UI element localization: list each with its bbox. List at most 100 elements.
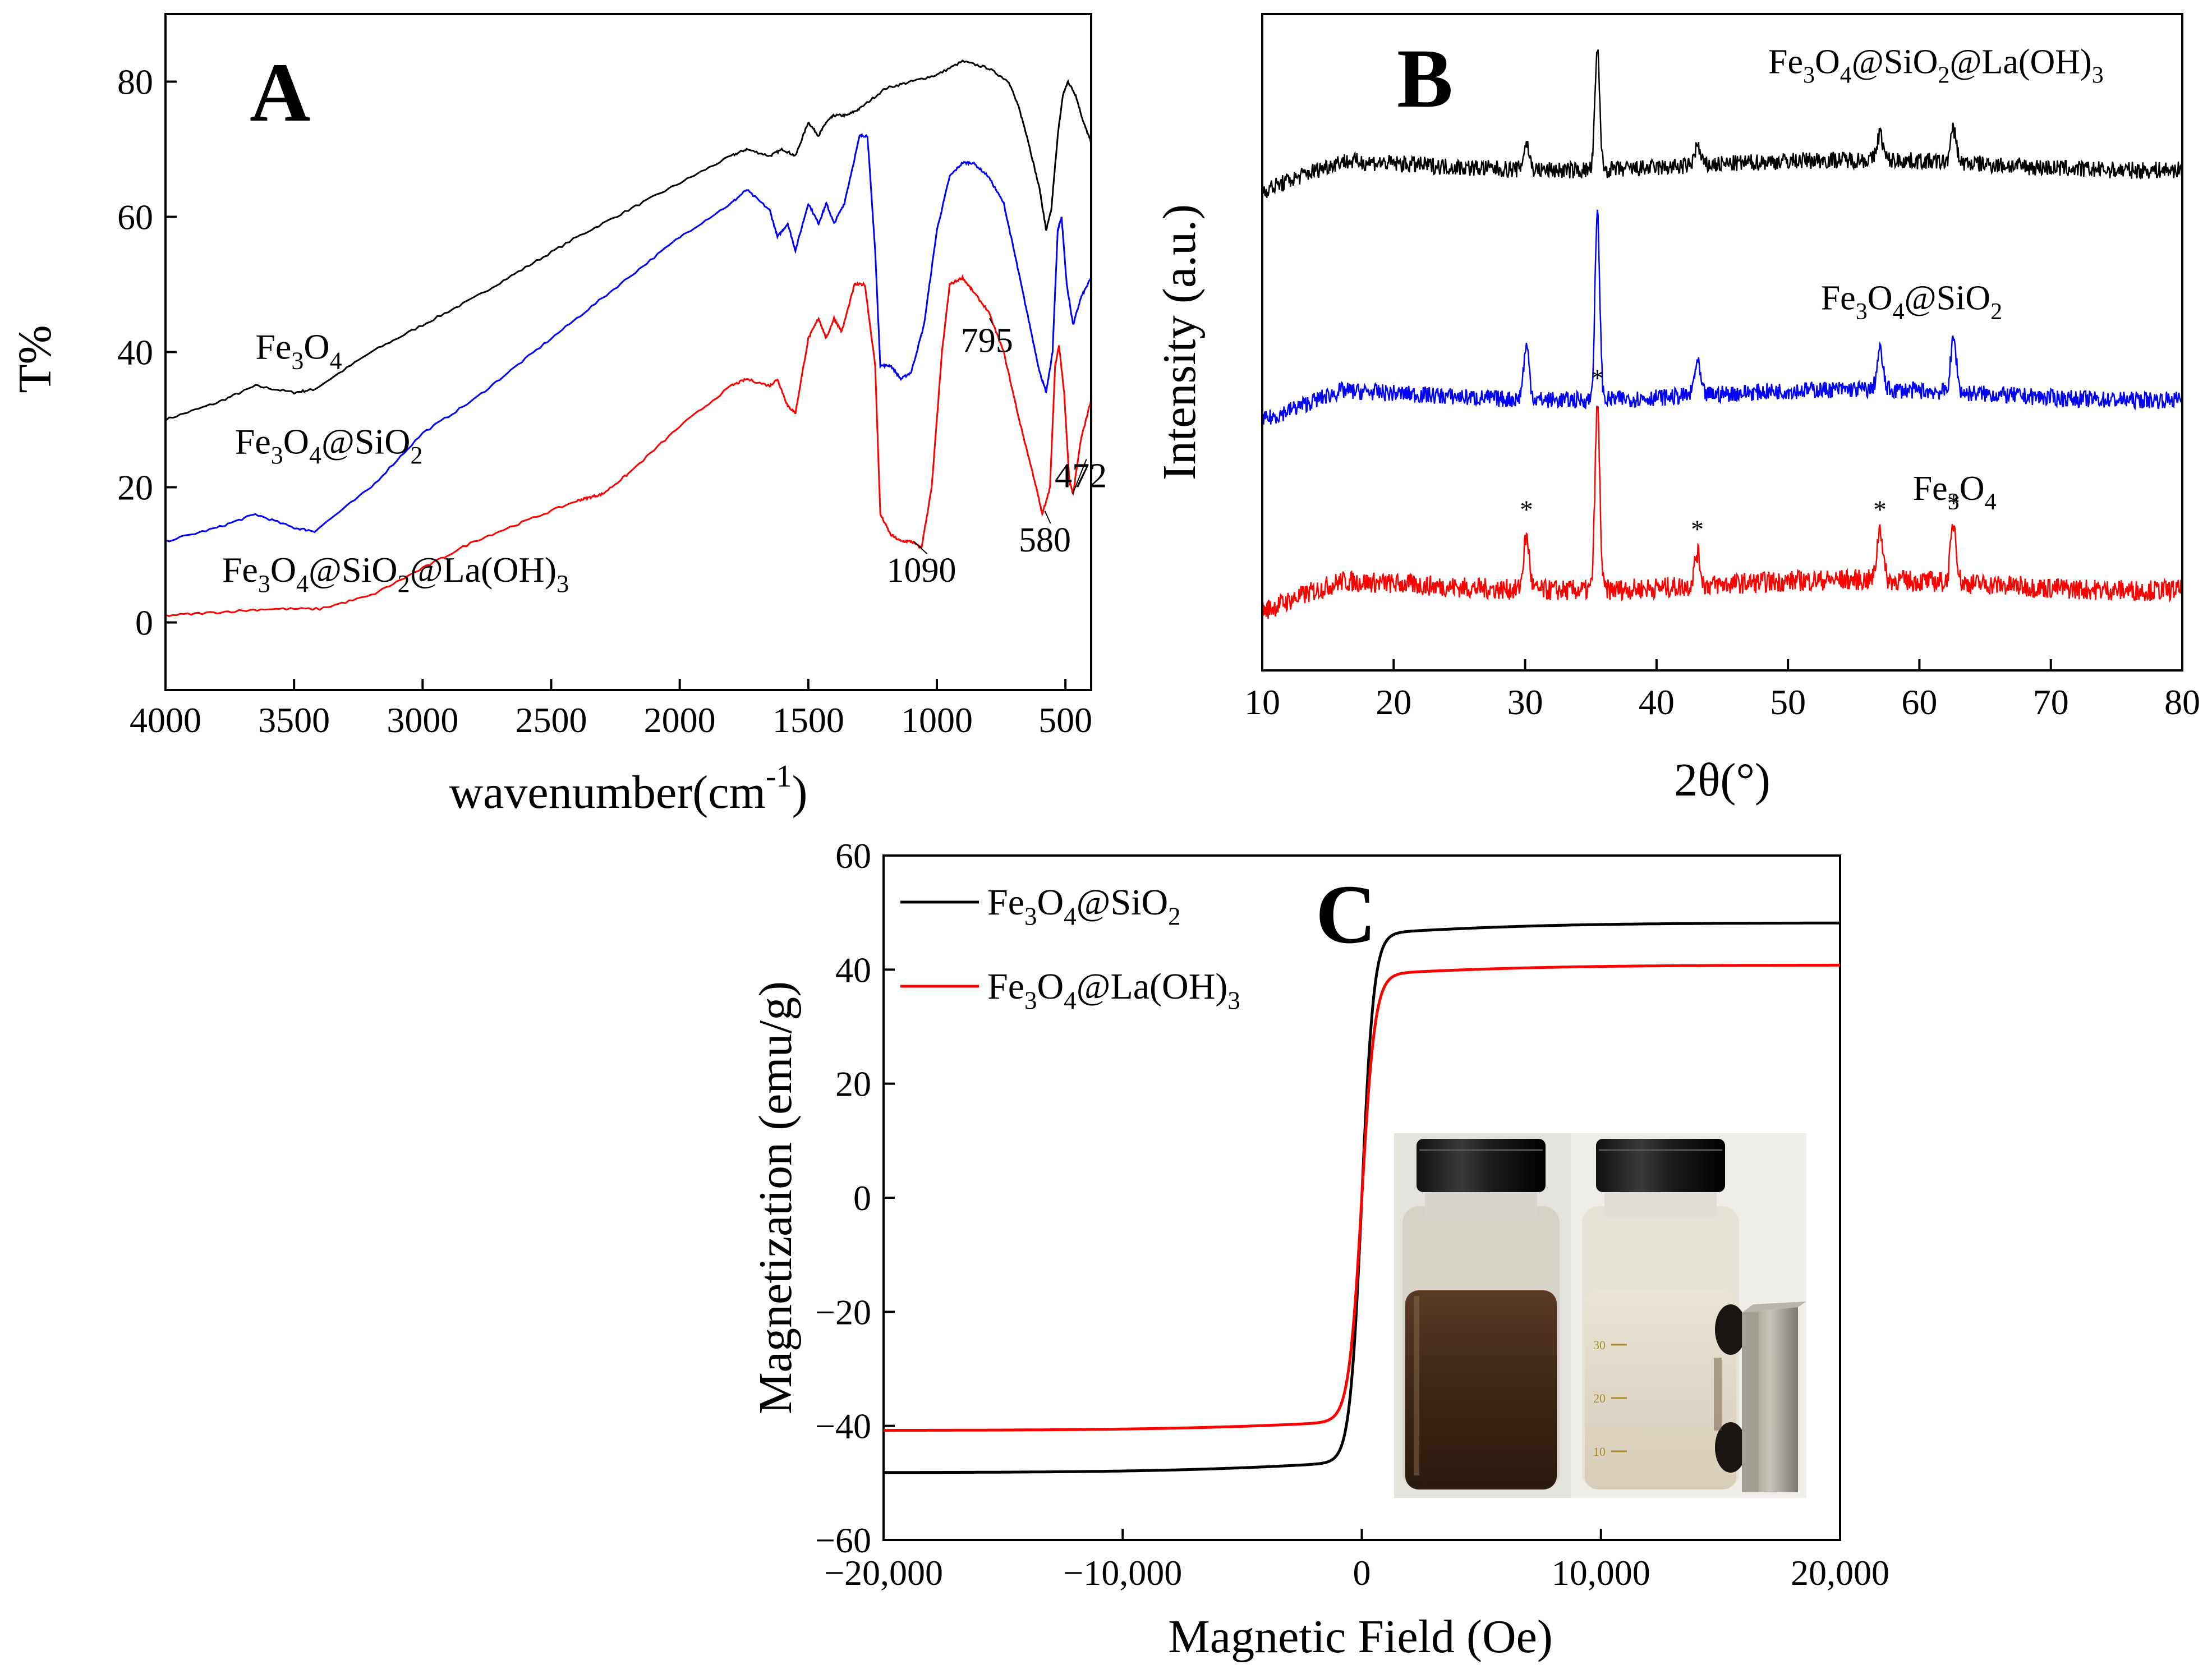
panel-b-x-tick-label: 80 (2164, 682, 2200, 722)
panel-b-x-tick-label: 30 (1507, 682, 1543, 722)
panel-b-series-label-1: Fe3O4@SiO2 (1821, 279, 2002, 325)
panel-c-y-tick-label: 60 (835, 836, 871, 876)
panel-c-x-tick-label: 20,000 (1791, 1553, 1889, 1593)
panel-c-legend-label-0-part: 4 (1064, 902, 1077, 930)
panel-b-peak-markers: * * * * * (1520, 364, 1960, 544)
panel-b-series-label-2-part: 3 (2092, 63, 2104, 89)
panel-b-series-label-0-part: 4 (1984, 489, 1996, 515)
panel-a-series-label-1-part: @SiO (321, 421, 411, 461)
panel-c-legend-label-0-part: @SiO (1077, 882, 1169, 923)
panel-a-x-tick-label: 1000 (901, 700, 973, 740)
panel-a-series-label-2-part: 2 (398, 570, 410, 597)
panel-a-y-tick-label: 80 (117, 62, 153, 102)
panel-c-legend-label-0: Fe3O4@SiO2 (987, 882, 1181, 930)
panel-b-x-tick-label: 20 (1376, 682, 1411, 722)
panel-b-frame (1261, 13, 2183, 672)
panel-b-series-label-2-part: 2 (1938, 63, 1949, 89)
panel-b-series-line-1 (1261, 209, 2183, 425)
panel-c-series-group (884, 921, 1840, 1474)
panel-c-ticks: −20,000 −10,000 0 10,000 20,000 −60 −40 −20 0 20 4… (815, 836, 1889, 1593)
panel-c-y-tick-label: 20 (835, 1064, 871, 1104)
panel-b-x-tick-label: 60 (1901, 682, 1937, 722)
panel-c-legend-label-1: Fe3O4@La(OH)3 (987, 966, 1240, 1014)
inset-photo-vials: 30 20 10 (1394, 1133, 1806, 1498)
panel-b-series-label-1-part: O (1868, 279, 1893, 318)
panel-c-legend-label-1-part: Fe (987, 966, 1024, 1007)
panel-c-x-axis-label: Magnetic Field (Oe) (1168, 1611, 1553, 1663)
panel-a-y-tick-label: 20 (117, 468, 153, 508)
vial-scale-number: 30 (1593, 1338, 1606, 1352)
panel-a-annotation-1: 795 (961, 322, 1013, 360)
panel-b-series-label-1-part: @SiO (1904, 279, 1990, 318)
panel-b-x-tick-label: 70 (2033, 682, 2069, 722)
panel-c-x-tick-label: −10,000 (1063, 1553, 1182, 1593)
panel-a-annotation-3: 472 (1055, 457, 1107, 495)
panel-a-x-tick-label: 3000 (387, 700, 458, 740)
panel-b-series-label-1-part: 2 (1990, 299, 2002, 325)
panel-c-legend-label-1-part: 3 (1024, 986, 1037, 1014)
panel-a-series-label-0-part: Fe (255, 327, 291, 367)
panel-a-x-tick-label: 4000 (130, 700, 201, 740)
panel-a-x-tick-label: 1500 (772, 700, 844, 740)
panel-b-series-line-0 (1261, 406, 2183, 619)
panel-c-legend-label-0-part: 3 (1024, 902, 1037, 930)
panel-c-series-line-1 (884, 963, 1840, 1432)
panel-a-y-tick-label: 60 (117, 197, 153, 237)
panel-c-x-tick-label: 0 (1353, 1553, 1371, 1593)
panel-b-xrd-chart: 10 20 30 40 50 60 70 80 Fe3O4Fe3O4@SiO2Fe3O4@Si… (1153, 13, 2200, 806)
panel-a-x-tick-label: 3500 (258, 700, 330, 740)
panel-a-x-tick-label: 500 (1038, 700, 1092, 740)
panel-b-series-label-2-part: Fe (1768, 43, 1803, 81)
panel-c-y-tick-label: −60 (815, 1520, 871, 1560)
panel-b-x-tick-label: 40 (1639, 682, 1675, 722)
panel-c-y-tick-label: −40 (815, 1406, 871, 1446)
panel-a-series-label-1-part: 3 (271, 442, 283, 469)
panel-b-peak-star: * (1947, 489, 1960, 517)
panel-c-y-tick-label: 40 (835, 950, 871, 990)
panel-c-legend: Fe3O4@SiO2 Fe3O4@La(OH)3 (900, 882, 1240, 1014)
panel-b-x-tick-label: 10 (1244, 682, 1280, 722)
panel-b-peak-star: * (1691, 515, 1704, 544)
panel-a-y-tick-label: 40 (117, 333, 153, 373)
vial-scale-number: 20 (1593, 1391, 1606, 1405)
panel-a-annotation-leader (913, 541, 928, 554)
panel-a-series-label-1-part: 4 (309, 442, 321, 469)
panel-a-series-line-2 (165, 274, 1092, 617)
panel-a-x-tick-label: 2500 (516, 700, 587, 740)
panel-a-annotation-2: 580 (1019, 521, 1071, 559)
panel-a-series-line-1 (165, 132, 1092, 542)
panel-c-legend-label-1-part: 3 (1227, 986, 1240, 1014)
panel-a-ticks: 4000 3500 3000 2500 2000 1500 1000 500 0 20 40 60 80 (117, 62, 1092, 741)
panel-b-series-label-2-part: @La(OH) (1949, 43, 2091, 81)
panel-b-y-axis-label: Intensity (a.u.) (1153, 204, 1206, 480)
panel-b-series-label-2-part: O (1815, 43, 1840, 81)
panel-a-series-label-1-part: 2 (411, 442, 423, 469)
panel-b-x-axis-label: 2θ(°) (1674, 754, 1770, 806)
panel-a-series-label-2-part: @SiO (309, 550, 398, 590)
panel-c-x-tick-label: 10,000 (1552, 1553, 1650, 1593)
panel-b-series-label-2-part: @SiO (1852, 43, 1938, 81)
panel-a-series-label-2-part: 3 (258, 570, 270, 597)
panel-c-y-tick-label: −20 (815, 1292, 871, 1332)
panel-a-y-axis-label: T% (9, 325, 61, 393)
panel-a-series-label-2-part: Fe (222, 550, 258, 590)
panel-a-x-tick-label: 2000 (644, 700, 716, 740)
panel-a-x-axis-label: wavenumber(cm-1) (449, 759, 807, 819)
panel-c-y-tick-label: 0 (853, 1178, 871, 1218)
panel-b-x-tick-label: 50 (1770, 682, 1806, 722)
panel-a-series-label-1-part: O (283, 421, 309, 461)
panel-a-series-group (164, 59, 1092, 617)
magnet-block (1742, 1302, 1806, 1492)
panel-b-series-label-0: Fe3O4 (1913, 470, 1997, 515)
panel-a-ftir-chart: 4000 3500 3000 2500 2000 1500 1000 500 0 20 40 60 80… (9, 13, 1107, 819)
panel-a-y-tick-label: 0 (135, 603, 153, 643)
panel-a-annotation-leader (1072, 459, 1087, 494)
panel-a-series-line-0 (164, 59, 1092, 422)
panel-c-legend-label-1-part: 4 (1064, 986, 1077, 1014)
panel-b-series-label-0-part: Fe (1913, 470, 1948, 508)
panel-a-annotation-leader (989, 318, 994, 324)
panel-b-series-label-2-part: 3 (1803, 63, 1815, 89)
panel-c-legend-label-0-part: Fe (987, 882, 1024, 923)
